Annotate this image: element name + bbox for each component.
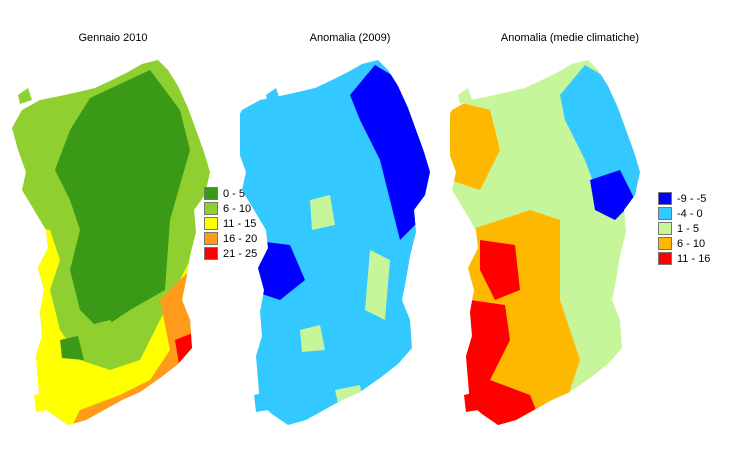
sardinia-map-anomalia-medie [450,60,640,425]
island-asinara [18,88,32,104]
legend-anomalia: -9 - -5 -4 - 0 1 - 5 6 - 10 11 - 16 [658,191,710,266]
island-sant-antioco [464,392,478,412]
zone-0-5 [55,70,190,330]
sardinia-map-gennaio [12,60,210,425]
map-title-gennaio: Gennaio 2010 [78,32,148,44]
legend-item: 6 - 10 [204,201,273,216]
map-title-anomalia-medie: Anomalia (medie climatiche) [500,32,640,44]
island-sant-antioco [254,392,268,412]
legend-swatch [204,232,218,245]
island-sant-antioco [34,392,48,412]
map-panel-anomalia-medie: Anomalia (medie climatiche) -9 - -5 -4 -… [450,0,730,450]
legend-item: 1 - 5 [658,221,710,236]
legend-swatch [658,252,672,265]
legend-label: 11 - 15 [223,217,257,230]
legend-label: -9 - -5 [677,192,707,205]
zone-light-green-1 [365,250,390,320]
island-asinara [458,88,472,104]
map-panel-gennaio: Gennaio 2010 0 - 5 GDD 6 - 10 11 - 15 16… [0,0,273,450]
legend-swatch [204,187,218,200]
legend-label: 16 - 20 [223,232,258,245]
map-title-anomalia-2009: Anomalia (2009) [309,32,391,44]
legend-label: 1 - 5 [677,222,700,235]
legend-label: 21 - 25 [223,247,258,260]
legend-label: -4 - 0 [677,207,703,220]
legend-swatch [204,217,218,230]
legend-item: -9 - -5 [658,191,710,206]
zone-red-southwest [460,300,540,425]
legend-label: 6 - 10 [223,202,252,215]
zone-orange-north [450,100,500,190]
legend-item: 21 - 25 [204,246,273,261]
legend-label: 11 - 16 [677,252,711,265]
legend-swatch [658,222,672,235]
island-asinara [266,88,280,104]
zone-0-5-south [60,336,84,360]
legend-item: -4 - 0 [658,206,710,221]
zone-light-blue [560,65,640,210]
sardinia-map-anomalia-2009 [240,60,430,425]
legend-item: 11 - 16 [658,251,710,266]
zone-light-green-2 [310,195,335,230]
legend-label: 6 - 10 [677,237,706,250]
legend-swatch [204,247,218,260]
map-panel-anomalia-2009: Anomalia (2009) [240,0,470,450]
legend-swatch [658,207,672,220]
legend-swatch [658,237,672,250]
zone-light-blue [240,60,430,425]
zone-light-green-3 [300,325,325,352]
zone-6-10-south [70,320,130,355]
legend-item: 11 - 15 [204,216,273,231]
legend-item: 16 - 20 [204,231,273,246]
legend-item: 6 - 10 [658,236,710,251]
legend-swatch [658,192,672,205]
legend-swatch [204,202,218,215]
zone-red-west [480,240,520,300]
zone-dark-blue [590,170,635,220]
